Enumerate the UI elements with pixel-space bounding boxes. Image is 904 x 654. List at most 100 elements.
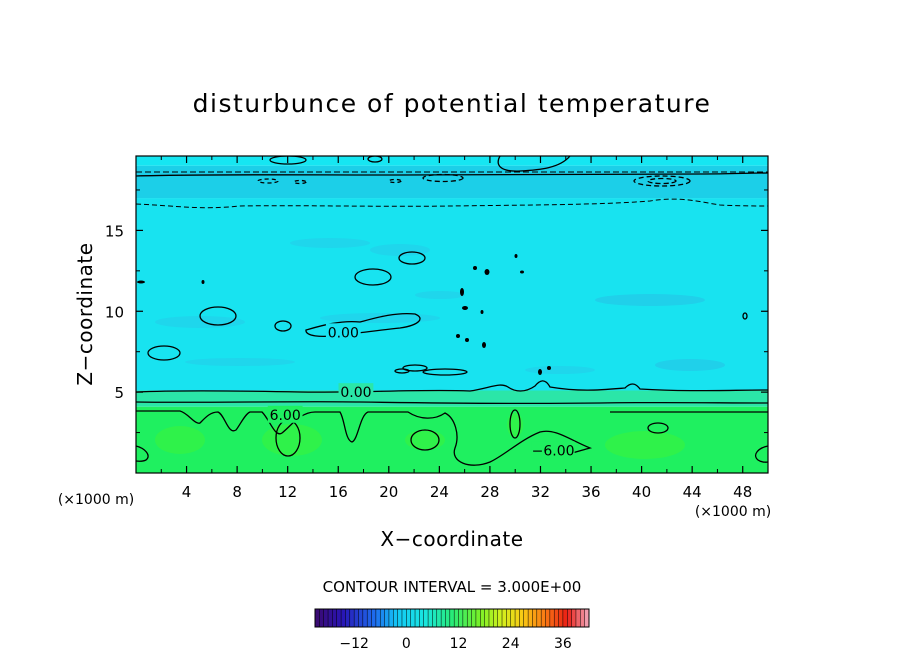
colorbar-cell (328, 609, 333, 627)
y-tick-label: 5 (114, 384, 124, 402)
y-tick-label: 15 (105, 222, 124, 240)
colorbar-cell (528, 609, 533, 627)
colorbar-tick-label: 0 (402, 636, 411, 652)
colorbar-cell (523, 609, 529, 627)
colorbar-cell (497, 609, 503, 627)
colorbar-cell (562, 609, 568, 627)
colorbar-cell (371, 609, 377, 627)
contour-label: −6.00 (532, 443, 575, 459)
colorbar-cell (380, 609, 385, 627)
colorbar-cell (428, 609, 433, 627)
colorbar-cell (462, 609, 468, 627)
x-tick-label: 8 (232, 483, 242, 501)
colorbar-cell (575, 609, 581, 627)
x-tick-label: 20 (379, 483, 398, 501)
plot-area (136, 156, 768, 473)
contour-label-mask (267, 405, 303, 423)
colorbar-cell (358, 609, 364, 627)
colorbar-cell (458, 609, 464, 627)
colorbar-tick-label: 12 (450, 636, 468, 652)
contour-label: 0.00 (328, 325, 359, 341)
colorbar-cell (341, 609, 346, 627)
colorbar-cell (423, 609, 429, 627)
colorbar-cell (549, 609, 555, 627)
colorbar-cell (401, 609, 407, 627)
colorbar-cell (367, 609, 372, 627)
colorbar-cell (475, 609, 481, 627)
contour-label-masks (267, 323, 575, 459)
x-tick-label: 16 (329, 483, 348, 501)
colorbar-tick-label: 36 (554, 636, 572, 652)
colorbar-cell (467, 609, 472, 627)
colorbar-cell (415, 609, 420, 627)
colorbar-cell (319, 609, 324, 627)
colorbar: −12 0 12 24 36 (314, 608, 590, 652)
colorbar-cell (488, 609, 494, 627)
colorbar-frame (314, 608, 590, 628)
contour-label-mask (531, 441, 575, 459)
colorbar-cell (502, 609, 507, 627)
colorbar-cell (519, 609, 525, 627)
x-tick-label: 36 (581, 483, 600, 501)
colorbar-cell (388, 609, 394, 627)
colorbar-cell (554, 609, 559, 627)
colorbar-cell (545, 609, 551, 627)
x-unit-right: (×1000 m) (695, 504, 771, 520)
colorbar-cell (384, 609, 390, 627)
colorbar-cell (493, 609, 498, 627)
y-axis-label: Z−coordinate (73, 242, 97, 385)
x-tick-label: 28 (480, 483, 499, 501)
colorbar-cell (345, 609, 351, 627)
x-tick-label: 40 (632, 483, 651, 501)
colorbar-cell (410, 609, 416, 627)
colorbar-cell (393, 609, 398, 627)
contour-labels: 0.00 0.00 6.00 −6.00 (270, 325, 575, 459)
contour-dots (137, 254, 551, 375)
colorbar-cell (406, 609, 411, 627)
plot-frame (135, 155, 769, 474)
contour-interval-text: CONTOUR INTERVAL = 3.000E+00 (323, 578, 582, 596)
colorbar-cell (567, 609, 572, 627)
colorbar-cell (571, 609, 577, 627)
colorbar-cell (515, 609, 520, 627)
colorbar-cell (441, 609, 446, 627)
colorbar-cell (506, 609, 512, 627)
colorbar-cell (332, 609, 338, 627)
field-band-1 (136, 390, 768, 407)
colorbar-cell (580, 609, 585, 627)
field-band-4 (136, 156, 768, 166)
field-band-3 (136, 165, 768, 199)
colorbar-cell (436, 609, 442, 627)
colorbar-tick-label: −12 (339, 636, 369, 652)
colorbar-cell (480, 609, 485, 627)
colorbar-cell (510, 609, 516, 627)
x-tick-label: 12 (278, 483, 297, 501)
colorbar-cell (323, 609, 329, 627)
colorbar-cell (349, 609, 355, 627)
colorbar-cell (449, 609, 455, 627)
colorbar-cell (454, 609, 459, 627)
x-axis-label: X−coordinate (380, 527, 523, 551)
colorbar-cell (315, 609, 320, 627)
colorbar-cell (558, 609, 564, 627)
contour-lines (136, 156, 768, 466)
colorbar-cell (375, 609, 381, 627)
contour-label: 0.00 (340, 385, 371, 401)
contour-label: 6.00 (270, 408, 301, 424)
colorbar-cell (432, 609, 438, 627)
colorbar-cell (419, 609, 425, 627)
colorbar-cell (484, 609, 490, 627)
colorbar-cell (536, 609, 542, 627)
x-tick-label: 4 (182, 483, 192, 501)
x-tick-label: 24 (430, 483, 449, 501)
x-tick-label: 44 (683, 483, 702, 501)
x-unit-left: (×1000 m) (58, 492, 134, 508)
x-tick-label: 48 (733, 483, 752, 501)
colorbar-tick-label: 24 (502, 636, 520, 652)
colorbar-cell (397, 609, 403, 627)
chart-title: disturbunce of potential temperature (193, 89, 712, 118)
colorbar-cell (471, 609, 477, 627)
colorbar-cell (336, 609, 342, 627)
field-bands (136, 156, 768, 473)
